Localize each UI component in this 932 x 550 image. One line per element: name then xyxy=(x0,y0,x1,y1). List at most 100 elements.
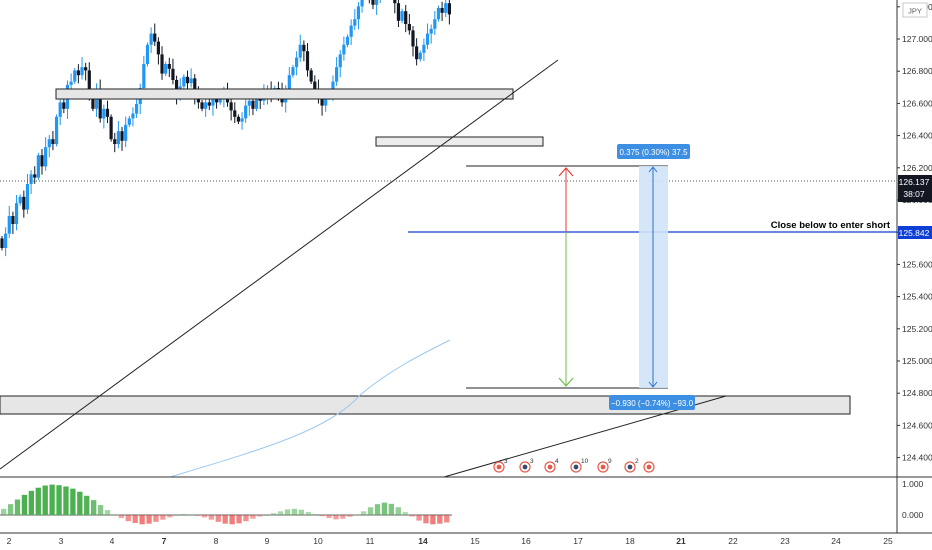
candle-body xyxy=(429,28,433,34)
oscillator-bar xyxy=(14,499,21,515)
event-marker[interactable]: 3 xyxy=(493,458,508,473)
oscillator-bar xyxy=(264,515,270,516)
event-marker[interactable]: 4 xyxy=(544,458,559,473)
candle-body xyxy=(18,196,22,204)
event-marker-count: 3 xyxy=(504,458,508,465)
candle-body xyxy=(189,78,193,84)
candle-body xyxy=(444,3,448,13)
time-tick-label: 14 xyxy=(418,536,428,546)
candle-body xyxy=(400,11,404,21)
time-tick-label: 10 xyxy=(313,536,323,546)
event-marker[interactable]: 3 xyxy=(519,458,534,473)
currency-label: JPY xyxy=(908,7,922,16)
event-marker-count: 2 xyxy=(635,458,639,465)
candle-body xyxy=(324,97,328,106)
candle-body xyxy=(113,139,117,144)
time-tick-label: 24 xyxy=(831,536,841,546)
price-tick-label: 127.000 xyxy=(902,34,932,44)
time-tick-label: 15 xyxy=(470,536,480,546)
candle-body xyxy=(313,81,317,90)
entry-price-value: 125.842 xyxy=(899,228,930,238)
time-tick-label: 25 xyxy=(883,536,893,546)
event-marker[interactable]: 2 xyxy=(624,458,639,473)
candle-body xyxy=(160,54,164,74)
candle-body xyxy=(131,113,135,119)
candle-body xyxy=(200,102,204,109)
oscillator-bar xyxy=(42,485,48,515)
oscillator-bar xyxy=(97,505,104,515)
rising-trendline[interactable] xyxy=(0,59,559,470)
minor-resistance-zone[interactable] xyxy=(375,136,544,147)
candle-body xyxy=(418,52,422,60)
candle-body xyxy=(218,99,222,103)
candle-body xyxy=(360,0,364,7)
support-zone[interactable] xyxy=(0,395,851,415)
candle-body xyxy=(164,64,168,74)
moving-average-line xyxy=(169,339,451,478)
candle-body xyxy=(415,46,419,60)
event-marker[interactable]: 10 xyxy=(570,458,589,473)
candle-body xyxy=(40,155,44,167)
oscillator-bar xyxy=(28,490,35,515)
candle-body xyxy=(214,97,219,103)
candle-body xyxy=(440,8,444,13)
oscillator-bar xyxy=(277,511,284,515)
last-price-value: 126.137 xyxy=(899,177,930,187)
event-marker[interactable] xyxy=(643,461,655,473)
candle-body xyxy=(22,196,26,210)
oscillator-histogram xyxy=(0,484,452,525)
candle-body xyxy=(447,3,451,15)
oscillator-bar xyxy=(139,515,145,525)
candle-body xyxy=(298,44,302,58)
candle-body xyxy=(62,102,66,109)
oscillator-bar xyxy=(125,515,131,522)
candle-body xyxy=(58,102,62,117)
oscillator-bar xyxy=(326,515,332,519)
oscillator-bar xyxy=(104,510,111,515)
oscillator-bar xyxy=(194,515,201,516)
oscillator-bar xyxy=(374,504,381,515)
oscillator-bar xyxy=(84,495,90,515)
price-tick-label: 125.400 xyxy=(902,292,932,302)
candle-body xyxy=(331,81,335,93)
oscillator-bar xyxy=(243,515,249,522)
event-marker[interactable]: 9 xyxy=(597,458,612,473)
candles xyxy=(0,0,451,257)
oscillator-bar xyxy=(444,515,450,523)
candle-body xyxy=(342,44,346,55)
candle-body xyxy=(233,110,237,117)
candle-body xyxy=(54,116,59,144)
candle-body xyxy=(254,97,259,109)
oscillator-bar xyxy=(181,514,187,515)
time-tick-label: 23 xyxy=(780,536,790,546)
event-marker-count: 9 xyxy=(608,458,612,465)
oscillator-bar xyxy=(70,488,76,515)
candle-body xyxy=(87,70,91,95)
time-axis[interactable]: 2 3 4 7 8 9 10 11 14 15 16 17 18 21 22 23 24 25 xyxy=(7,536,893,546)
oscillator-bar xyxy=(395,507,401,515)
event-markers[interactable]: 3 3 4 10 9 2 xyxy=(493,458,655,473)
price-axis[interactable]: 124.400 124.600 124.800 125.000 125.200 125.4… xyxy=(897,2,932,520)
oscillator-bar xyxy=(222,515,228,524)
resistance-zone[interactable] xyxy=(55,88,514,100)
candle-body xyxy=(204,102,208,109)
oscillator-bar xyxy=(271,513,277,515)
price-range-arrow-top xyxy=(648,166,658,173)
candle-body xyxy=(436,8,441,20)
oscillator-bar xyxy=(305,511,311,515)
oscillator-bar xyxy=(167,515,173,518)
oscillator-bar xyxy=(215,515,221,522)
oscillator-bar xyxy=(347,515,353,517)
candle-body xyxy=(309,70,313,82)
profit-label-box xyxy=(617,144,690,159)
candle-body xyxy=(393,0,397,4)
oscillator-bar xyxy=(381,502,388,515)
price-tick-label: 126.200 xyxy=(902,163,932,173)
oscillator-bar xyxy=(361,511,367,515)
oscillator-bar xyxy=(208,515,215,520)
oscillator-tick-label: 0.000 xyxy=(902,510,924,520)
candle-body xyxy=(291,67,295,76)
currency-badge xyxy=(902,2,928,18)
candle-body xyxy=(69,81,73,85)
